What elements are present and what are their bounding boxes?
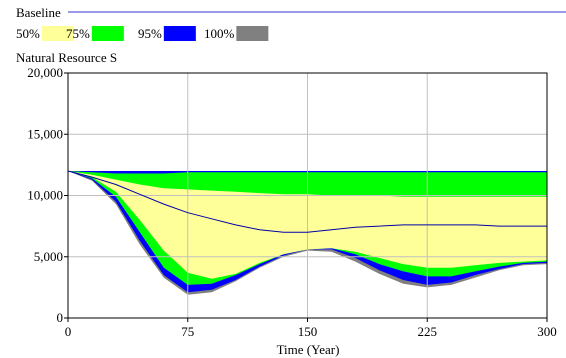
legend: 50% 75% 95% 100% [16, 26, 269, 41]
legend-label-1: 75% [66, 26, 90, 41]
x-tick-label-3: 225 [418, 324, 438, 339]
x-axis-label: Time (Year) [277, 342, 340, 357]
y-tick-label-1: 5,000 [34, 249, 63, 264]
y-tick-label-0: 0 [57, 310, 64, 325]
legend-swatch-0 [41, 26, 74, 41]
y-tick-label-4: 20,000 [27, 65, 63, 80]
chart-title: Baseline [16, 5, 61, 20]
y-tick-label-3: 15,000 [27, 126, 63, 141]
legend-label-2: 95% [138, 26, 162, 41]
legend-label-3: 100% [204, 26, 235, 41]
grid [68, 73, 547, 318]
x-tick-label-1: 75 [181, 324, 194, 339]
legend-swatch-3 [236, 26, 269, 41]
chart-subtitle: Natural Resource S [16, 50, 117, 65]
x-axis-ticks: 0 75 150 225 300 [65, 318, 557, 339]
y-tick-label-2: 10,000 [27, 188, 63, 203]
x-tick-label-2: 150 [298, 324, 318, 339]
x-tick-label-0: 0 [65, 324, 72, 339]
legend-swatch-1 [91, 26, 124, 41]
y-axis-ticks: 0 5,000 10,000 15,000 20,000 [27, 65, 68, 325]
legend-label-0: 50% [16, 26, 40, 41]
median-line [67, 170, 547, 233]
legend-swatch-2 [163, 26, 196, 41]
x-tick-label-4: 300 [537, 324, 557, 339]
